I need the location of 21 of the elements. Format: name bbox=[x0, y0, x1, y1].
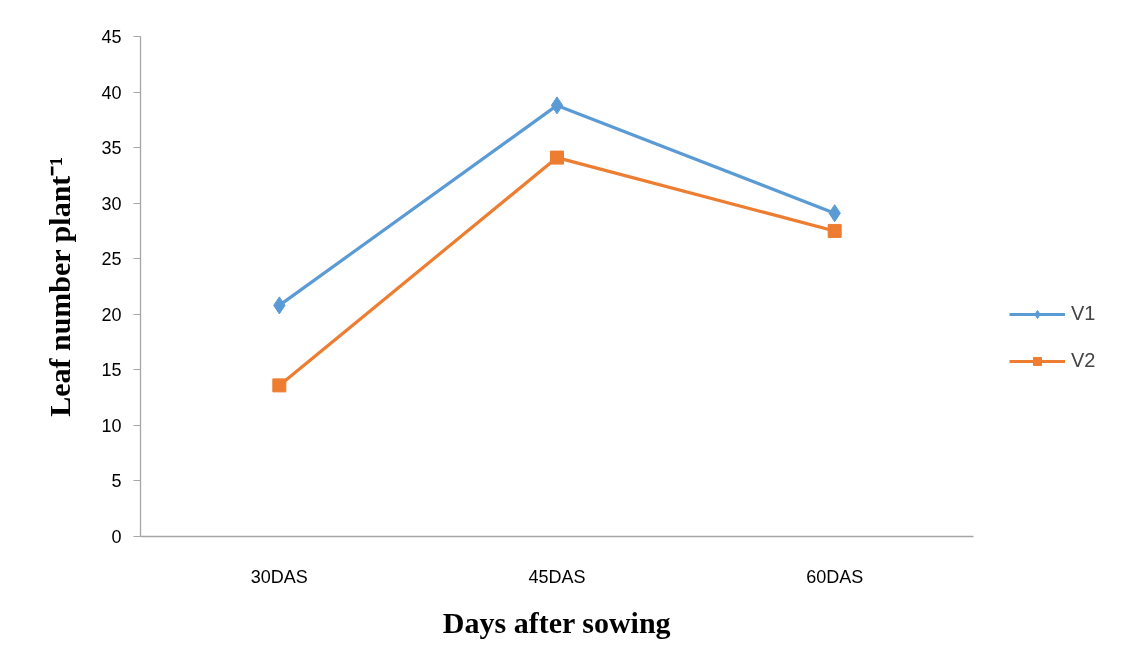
x-tick-label: 30DAS bbox=[250, 566, 308, 587]
y-tick-label: 10 bbox=[101, 415, 122, 436]
y-tick-label: 40 bbox=[101, 82, 122, 103]
point bbox=[550, 96, 564, 115]
y-tick-label: 25 bbox=[101, 249, 122, 270]
point bbox=[827, 223, 842, 238]
legend-label: V2 bbox=[1071, 349, 1096, 372]
y-tick-label: 45 bbox=[101, 27, 122, 47]
y-tick-label: 5 bbox=[111, 471, 122, 492]
y-axis-title: Leaf number plant⁻¹ bbox=[43, 156, 77, 417]
point bbox=[272, 378, 287, 393]
y-tick-label: 0 bbox=[111, 527, 122, 547]
y-tick-label: 30 bbox=[101, 193, 122, 214]
x-tick-label: 45DAS bbox=[528, 566, 586, 587]
y-tick-label: 35 bbox=[101, 138, 122, 159]
x-axis-title: Days after sowing bbox=[442, 605, 671, 639]
y-tick-label: 15 bbox=[101, 360, 122, 381]
point bbox=[550, 150, 564, 165]
y-tick-label: 20 bbox=[101, 304, 122, 325]
x-tick-label: 60DAS bbox=[806, 566, 864, 587]
legend-label: V1 bbox=[1071, 302, 1096, 325]
